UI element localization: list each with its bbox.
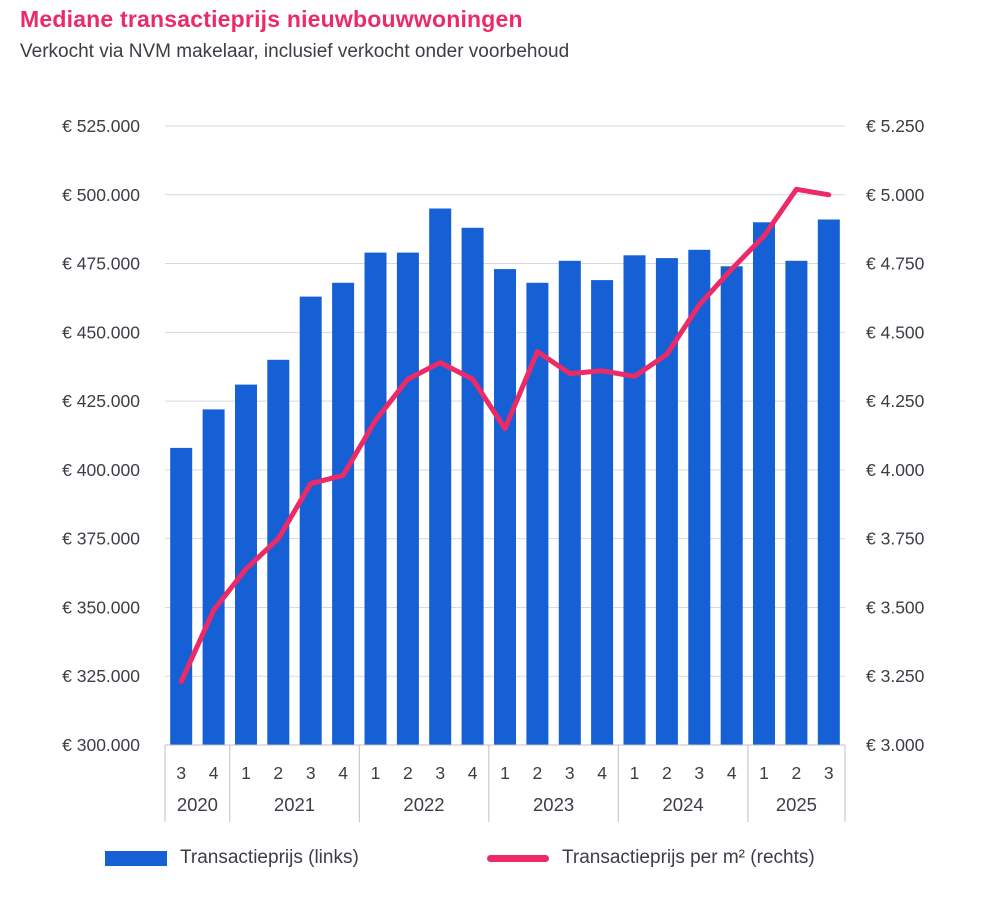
right-axis-tick-label: € 5.000	[866, 185, 925, 205]
legend-item-transactieprijs: Transactieprijs (links)	[105, 843, 359, 873]
left-axis-tick-label: € 350.000	[62, 597, 140, 617]
right-axis-tick-label: € 4.000	[866, 460, 925, 480]
transaction-price-bar	[655, 258, 678, 745]
quarter-label: 3	[694, 763, 704, 783]
quarter-label: 2	[792, 763, 802, 783]
left-axis-tick-label: € 525.000	[62, 116, 140, 136]
transaction-price-bar	[396, 252, 419, 745]
transaction-price-bar	[235, 384, 257, 745]
year-label: 2023	[533, 794, 574, 815]
year-label: 2025	[776, 794, 817, 815]
left-axis-tick-label: € 500.000	[62, 185, 140, 205]
chart-header: Mediane transactieprijs nieuwbouwwoninge…	[20, 6, 960, 63]
quarter-label: 1	[759, 763, 769, 783]
transaction-price-bar	[817, 219, 840, 745]
right-axis-tick-label: € 3.250	[866, 666, 925, 686]
transaction-price-bar	[526, 282, 549, 745]
transaction-price-bar	[364, 252, 387, 745]
quarter-label: 3	[824, 763, 834, 783]
left-axis-tick-label: € 325.000	[62, 666, 140, 686]
transaction-price-bar	[332, 282, 355, 745]
year-label: 2024	[663, 794, 704, 815]
transaction-price-bar	[267, 359, 290, 745]
year-label: 2022	[403, 794, 444, 815]
transaction-price-bar	[202, 409, 225, 745]
right-axis-tick-label: € 4.750	[866, 254, 925, 274]
left-axis-tick-label: € 450.000	[62, 322, 140, 342]
left-axis-tick-label: € 425.000	[62, 391, 140, 411]
quarter-label: 2	[662, 763, 672, 783]
legend-bar-swatch	[105, 850, 167, 866]
year-label: 2020	[177, 794, 218, 815]
quarter-label: 4	[727, 763, 737, 783]
quarter-label: 2	[273, 763, 283, 783]
legend-line-swatch	[487, 854, 549, 862]
transaction-price-bar	[688, 249, 711, 746]
quarter-label: 2	[533, 763, 543, 783]
quarter-label: 3	[565, 763, 575, 783]
quarter-label: 2	[403, 763, 413, 783]
chart-legend: Transactieprijs (links) Transactieprijs …	[0, 843, 982, 873]
legend-line-label: Transactieprijs per m² (rechts)	[562, 847, 815, 868]
transaction-price-bar	[623, 255, 646, 746]
quarter-label: 3	[435, 763, 445, 783]
quarter-label: 3	[306, 763, 316, 783]
legend-bar-label: Transactieprijs (links)	[180, 847, 359, 868]
left-axis-tick-label: € 475.000	[62, 254, 140, 274]
quarter-label: 1	[500, 763, 510, 783]
transaction-price-bar	[591, 280, 614, 745]
chart-title: Mediane transactieprijs nieuwbouwwoninge…	[20, 6, 523, 32]
right-axis-tick-label: € 3.500	[866, 597, 925, 617]
quarter-label: 1	[241, 763, 251, 783]
transaction-price-bar	[558, 260, 581, 745]
quarter-label: 1	[371, 763, 381, 783]
transaction-price-bar	[494, 269, 516, 745]
transaction-price-bar	[299, 296, 322, 745]
transaction-price-bar	[753, 222, 775, 746]
transaction-price-bar	[720, 266, 743, 745]
price-per-m2-line	[178, 186, 832, 685]
year-label: 2021	[274, 794, 315, 815]
legend-item-transactieprijs-per-m2: Transactieprijs per m² (rechts)	[487, 843, 815, 873]
quarter-label: 4	[468, 763, 478, 783]
right-axis-tick-label: € 4.250	[866, 391, 925, 411]
left-axis-tick-label: € 375.000	[62, 529, 140, 549]
quarter-label: 4	[338, 763, 348, 783]
quarter-label: 4	[597, 763, 607, 783]
left-axis-tick-label: € 300.000	[62, 735, 140, 755]
transaction-price-bar	[461, 227, 484, 746]
right-axis-tick-label: € 3.000	[866, 735, 925, 755]
right-axis-tick-label: € 5.250	[866, 116, 925, 136]
right-axis-tick-label: € 3.750	[866, 529, 925, 549]
quarter-label: 4	[209, 763, 219, 783]
transaction-price-bar	[429, 208, 452, 745]
chart-subtitle: Verkocht via NVM makelaar, inclusief ver…	[20, 41, 570, 62]
left-axis-tick-label: € 400.000	[62, 460, 140, 480]
transaction-price-bar	[170, 447, 193, 745]
transaction-price-bar	[785, 260, 808, 745]
quarter-label: 1	[630, 763, 640, 783]
quarter-label: 3	[176, 763, 186, 783]
right-axis-tick-label: € 4.500	[866, 322, 925, 342]
